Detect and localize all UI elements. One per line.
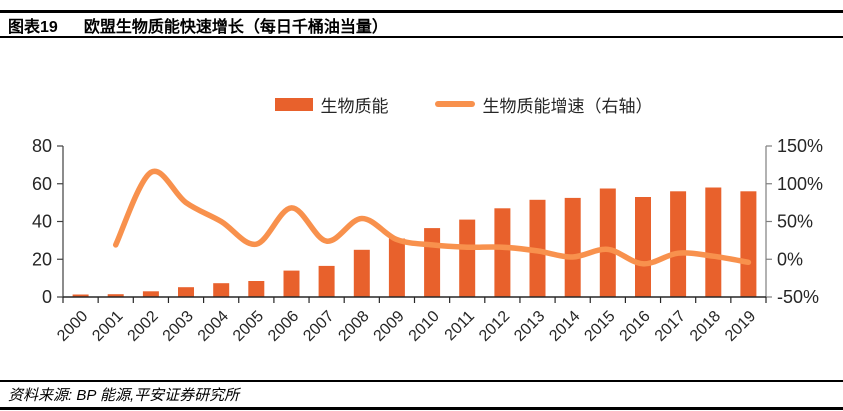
- x-axis-label-2004: 2004: [195, 308, 232, 345]
- legend-label-biomass: 生物质能: [320, 96, 389, 116]
- bar-2017: [670, 191, 687, 297]
- x-axis-label-2012: 2012: [476, 308, 513, 345]
- x-axis-label-2016: 2016: [617, 308, 654, 345]
- bar-series-swatch: [274, 97, 313, 111]
- bar-2002: [142, 291, 159, 297]
- bar-2005: [248, 281, 265, 297]
- chart-legend: 生物质能 生物质能增速（右轴）: [42, 92, 843, 116]
- right-axis-tick-label: 100%: [777, 174, 823, 194]
- left-axis-tick-label: 20: [32, 249, 52, 269]
- legend-label-growth: 生物质能增速（右轴）: [482, 96, 653, 116]
- growth-rate-line: [112, 168, 752, 267]
- top-border-rule: [0, 10, 843, 13]
- x-axis-label-2008: 2008: [335, 308, 372, 345]
- bar-2012: [494, 208, 511, 297]
- line-series-swatch: [434, 101, 475, 107]
- x-axis-label-2001: 2001: [89, 308, 126, 345]
- bar-2006: [283, 270, 300, 297]
- bottom-border-rule: [0, 407, 843, 410]
- bar-2003: [178, 287, 194, 297]
- x-axis-label-2015: 2015: [581, 308, 618, 345]
- x-axis-label-2011: 2011: [442, 308, 478, 344]
- x-axis-label-2017: 2017: [652, 308, 689, 345]
- legend-item-biomass: 生物质能: [274, 92, 389, 117]
- bar-2001: [107, 294, 124, 297]
- left-axis-tick-label: 80: [32, 136, 52, 156]
- x-axis-label-2002: 2002: [125, 308, 162, 345]
- bar-2019: [740, 191, 757, 297]
- title-separator-rule: [0, 36, 843, 38]
- bar-2000: [72, 294, 89, 297]
- bar-2008: [353, 249, 370, 297]
- legend-item-growth: 生物质能增速（右轴）: [434, 92, 653, 117]
- figure-title-row: 图表19 欧盟生物质能快速增长（每日千桶油当量）: [8, 13, 838, 36]
- x-axis-label-2013: 2013: [511, 308, 548, 345]
- x-axis-label-2005: 2005: [230, 308, 267, 345]
- x-axis-label-2003: 2003: [160, 308, 197, 345]
- right-axis-tick-label: -50%: [777, 287, 819, 307]
- footer-separator-rule: [0, 380, 843, 382]
- right-axis-tick-label: 150%: [777, 136, 823, 156]
- bar-2004: [213, 283, 230, 297]
- bar-2018: [705, 187, 722, 297]
- left-axis-tick-label: 40: [32, 212, 52, 232]
- x-axis-label-2000: 2000: [54, 308, 91, 345]
- biomass-chart: 020406080-50%0%50%100%150%20002001200220…: [32, 136, 823, 345]
- x-axis-label-2010: 2010: [406, 308, 443, 345]
- left-axis-tick-label: 60: [32, 174, 52, 194]
- bar-2015: [599, 188, 616, 297]
- figure-title: 欧盟生物质能快速增长（每日千桶油当量）: [83, 19, 388, 36]
- x-axis-label-2007: 2007: [300, 308, 337, 345]
- x-axis-label-2009: 2009: [371, 308, 408, 345]
- left-axis-tick-label: 0: [42, 287, 52, 307]
- bar-2009: [388, 238, 405, 297]
- source-note: 资料来源: BP 能源,平安证券研究所: [8, 387, 240, 404]
- x-axis-label-2019: 2019: [722, 308, 759, 345]
- right-axis-tick-label: 50%: [777, 212, 813, 232]
- bar-2007: [318, 265, 335, 297]
- bar-2016: [635, 197, 651, 297]
- x-axis-label-2006: 2006: [265, 308, 302, 345]
- bar-2010: [424, 228, 441, 297]
- figure-number: 图表19: [8, 19, 58, 36]
- right-axis-tick-label: 0%: [777, 249, 803, 269]
- bar-2011: [459, 219, 476, 297]
- x-axis-label-2018: 2018: [687, 308, 724, 345]
- bar-2014: [564, 197, 581, 297]
- x-axis-label-2014: 2014: [546, 308, 583, 345]
